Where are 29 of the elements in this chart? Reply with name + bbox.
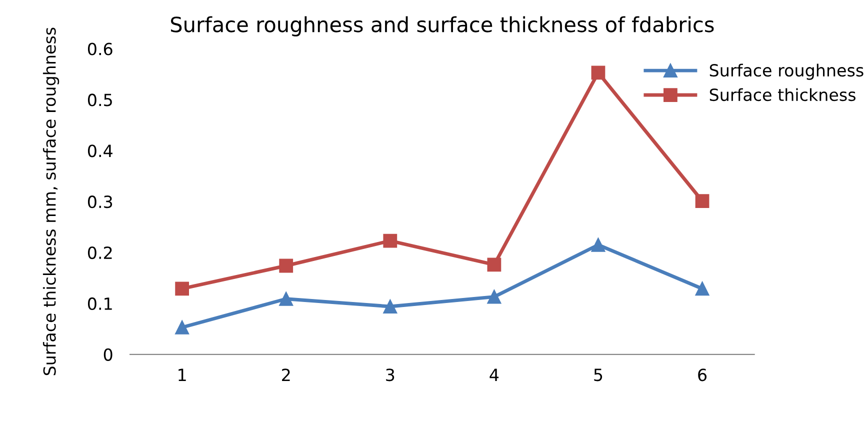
point xyxy=(591,66,606,80)
point xyxy=(175,282,190,296)
point xyxy=(383,234,398,248)
chart-title: Surface roughness and surface thickness of fdabrics xyxy=(170,16,714,36)
x-tick-label: 4 xyxy=(490,368,499,381)
point xyxy=(695,282,710,296)
y-tick-label: 0.5 xyxy=(88,94,112,106)
y-tick-label: 0.1 xyxy=(88,297,112,310)
point xyxy=(279,292,294,306)
x-tick-label: 3 xyxy=(386,368,394,382)
point xyxy=(487,258,502,272)
x-tick-label: 1 xyxy=(178,368,186,381)
x-tick-label: 2 xyxy=(282,368,290,381)
legend-label: Surface thickness xyxy=(710,88,856,102)
y-tick-label: 0.2 xyxy=(88,246,112,260)
point xyxy=(487,290,502,304)
x-tick-label: 5 xyxy=(594,368,602,382)
point xyxy=(279,258,294,273)
point xyxy=(695,194,710,208)
y-tick-label: 0.3 xyxy=(88,196,112,208)
point xyxy=(383,300,398,314)
x-tick-label: 6 xyxy=(698,368,707,382)
y-tick-label: 0.4 xyxy=(88,144,112,158)
legend-label: Surface roughness xyxy=(710,64,864,80)
point xyxy=(591,238,606,252)
point xyxy=(175,320,190,334)
y-axis-title: Surface thickness mm, surface roughness xyxy=(42,28,60,376)
y-tick-label: 0 xyxy=(104,348,112,361)
y-tick-label: 0.6 xyxy=(88,42,112,56)
